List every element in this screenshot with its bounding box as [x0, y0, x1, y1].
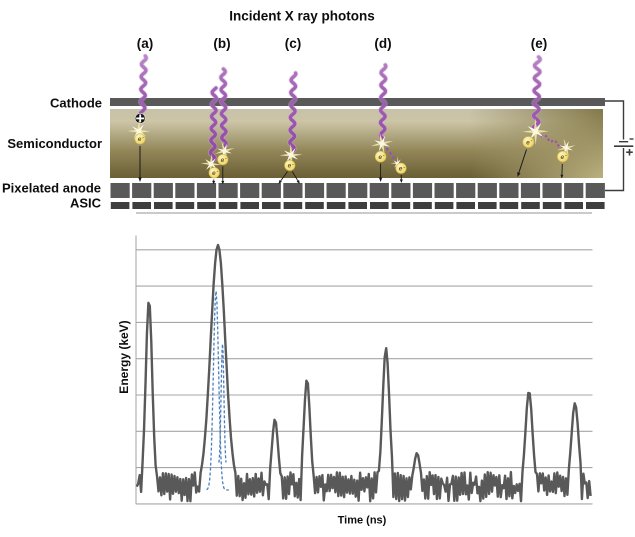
- svg-text:Cathode: Cathode: [50, 96, 102, 111]
- svg-text:Incident X ray photons: Incident X ray photons: [229, 9, 375, 24]
- svg-text:(d): (d): [374, 36, 391, 51]
- svg-text:Time (ns): Time (ns): [338, 515, 387, 527]
- svg-text:e: e: [212, 170, 216, 177]
- svg-text:(b): (b): [213, 36, 230, 51]
- svg-text:e: e: [526, 139, 530, 146]
- svg-text:ASIC: ASIC: [70, 196, 102, 211]
- svg-text:e: e: [399, 166, 403, 173]
- svg-text:Energy (keV): Energy (keV): [117, 320, 131, 393]
- svg-text:Semiconductor: Semiconductor: [7, 136, 102, 151]
- svg-text:(c): (c): [285, 36, 302, 51]
- svg-text:e: e: [288, 163, 292, 170]
- svg-text:(e): (e): [531, 36, 548, 51]
- svg-text:(a): (a): [137, 36, 154, 51]
- svg-text:e: e: [138, 136, 142, 143]
- svg-text:e: e: [221, 157, 225, 164]
- svg-text:e: e: [378, 154, 382, 161]
- svg-text:Pixelated anode: Pixelated anode: [2, 181, 101, 196]
- svg-text:e: e: [560, 154, 564, 161]
